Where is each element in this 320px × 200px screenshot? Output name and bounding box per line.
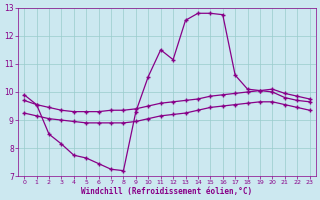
X-axis label: Windchill (Refroidissement éolien,°C): Windchill (Refroidissement éolien,°C) <box>81 187 252 196</box>
